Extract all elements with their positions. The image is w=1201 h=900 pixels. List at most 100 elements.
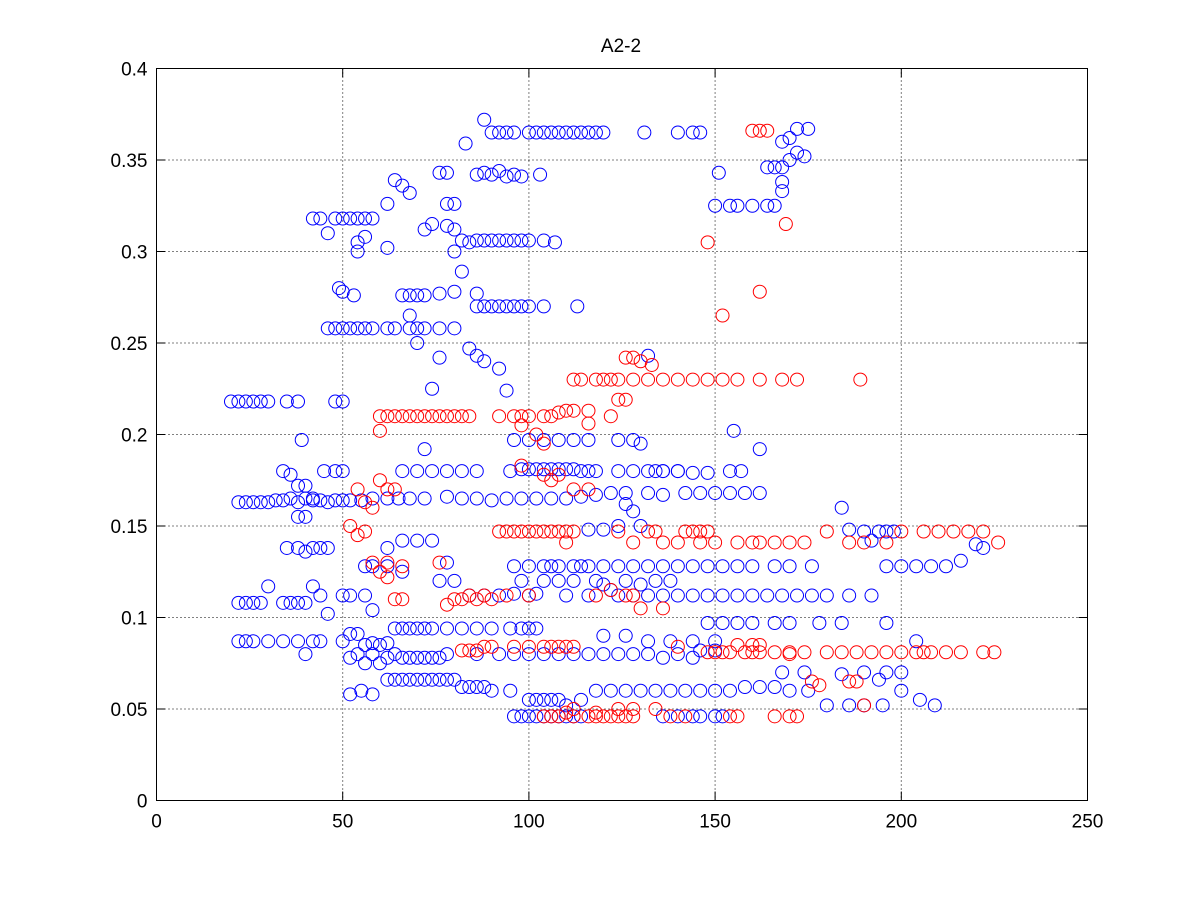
- data-point: [521, 462, 536, 477]
- data-point: [611, 588, 626, 603]
- data-point: [380, 196, 395, 211]
- data-point: [797, 645, 812, 660]
- data-point: [618, 588, 633, 603]
- data-point: [417, 491, 432, 506]
- data-point: [499, 233, 514, 248]
- data-point: [477, 354, 492, 369]
- data-point: [611, 702, 626, 716]
- data-point: [782, 709, 797, 724]
- data-point: [238, 495, 253, 510]
- data-point: [432, 573, 447, 588]
- data-point: [976, 645, 991, 660]
- data-point: [358, 559, 373, 574]
- data-point: [454, 409, 469, 424]
- data-point: [432, 672, 447, 687]
- data-point: [596, 647, 611, 662]
- data-point: [938, 645, 953, 660]
- data-point: [976, 540, 991, 555]
- data-point: [566, 647, 581, 662]
- data-point: [335, 634, 350, 649]
- data-point: [372, 564, 387, 579]
- data-point: [961, 524, 976, 539]
- data-point: [380, 555, 395, 570]
- data-point: [737, 645, 752, 660]
- data-point: [559, 491, 574, 506]
- data-point: [253, 595, 268, 610]
- data-point: [745, 559, 760, 574]
- data-point: [350, 244, 365, 259]
- data-point: [298, 595, 313, 610]
- data-point: [462, 680, 477, 695]
- data-point: [566, 639, 581, 654]
- data-point: [447, 196, 462, 211]
- data-point: [715, 559, 730, 574]
- data-point: [879, 559, 894, 574]
- data-point: [559, 639, 574, 654]
- data-point: [760, 588, 775, 603]
- data-point: [484, 621, 499, 636]
- data-point: [566, 524, 581, 539]
- data-point: [700, 645, 715, 660]
- data-point: [693, 683, 708, 698]
- data-point: [521, 409, 536, 424]
- data-point: [931, 524, 946, 539]
- data-point: [588, 709, 603, 724]
- data-point: [335, 284, 350, 299]
- data-point: [331, 281, 346, 296]
- data-point: [417, 222, 432, 237]
- data-point: [354, 493, 369, 508]
- data-point: [380, 491, 395, 506]
- data-point: [402, 409, 417, 424]
- data-point: [596, 577, 611, 592]
- data-point: [313, 211, 328, 226]
- data-point: [775, 134, 790, 149]
- data-point: [700, 615, 715, 630]
- data-point: [596, 522, 611, 537]
- data-point: [529, 621, 544, 636]
- data-point: [536, 524, 551, 539]
- data-point: [425, 381, 440, 396]
- data-point: [648, 573, 663, 588]
- data-point: [350, 211, 365, 226]
- data-point: [328, 211, 343, 226]
- data-point: [626, 702, 641, 716]
- data-point: [734, 464, 749, 479]
- data-point: [291, 540, 306, 555]
- data-point: [655, 601, 670, 616]
- data-point: [358, 321, 373, 336]
- data-point: [350, 626, 365, 641]
- data-point: [447, 284, 462, 299]
- data-point: [291, 595, 306, 610]
- data-point: [477, 233, 492, 248]
- data-point: [365, 211, 380, 226]
- x-axis-tick-labels: 0 50 100 150 200 250: [151, 812, 1103, 833]
- data-point: [462, 643, 477, 658]
- data-point: [864, 588, 879, 603]
- data-point: [454, 680, 469, 695]
- data-point: [536, 462, 551, 477]
- data-point: [685, 634, 700, 649]
- data-point: [909, 645, 924, 660]
- data-point: [551, 573, 566, 588]
- data-point: [521, 125, 536, 140]
- data-point: [745, 645, 760, 660]
- data-point: [365, 555, 380, 570]
- data-point: [343, 211, 358, 226]
- data-point: [395, 533, 410, 548]
- data-point: [663, 634, 678, 649]
- data-point: [730, 535, 745, 550]
- data-point: [648, 683, 663, 698]
- data-point: [439, 647, 454, 662]
- y-tick-label: 0.4: [121, 60, 148, 81]
- data-point: [514, 458, 529, 473]
- data-point: [507, 586, 522, 601]
- data-point: [514, 462, 529, 477]
- data-point: [778, 217, 793, 232]
- data-point: [879, 645, 894, 660]
- data-point: [641, 464, 656, 479]
- data-point: [484, 493, 499, 508]
- data-point: [618, 392, 633, 407]
- data-point: [529, 125, 544, 140]
- data-point: [514, 299, 529, 314]
- data-point: [514, 573, 529, 588]
